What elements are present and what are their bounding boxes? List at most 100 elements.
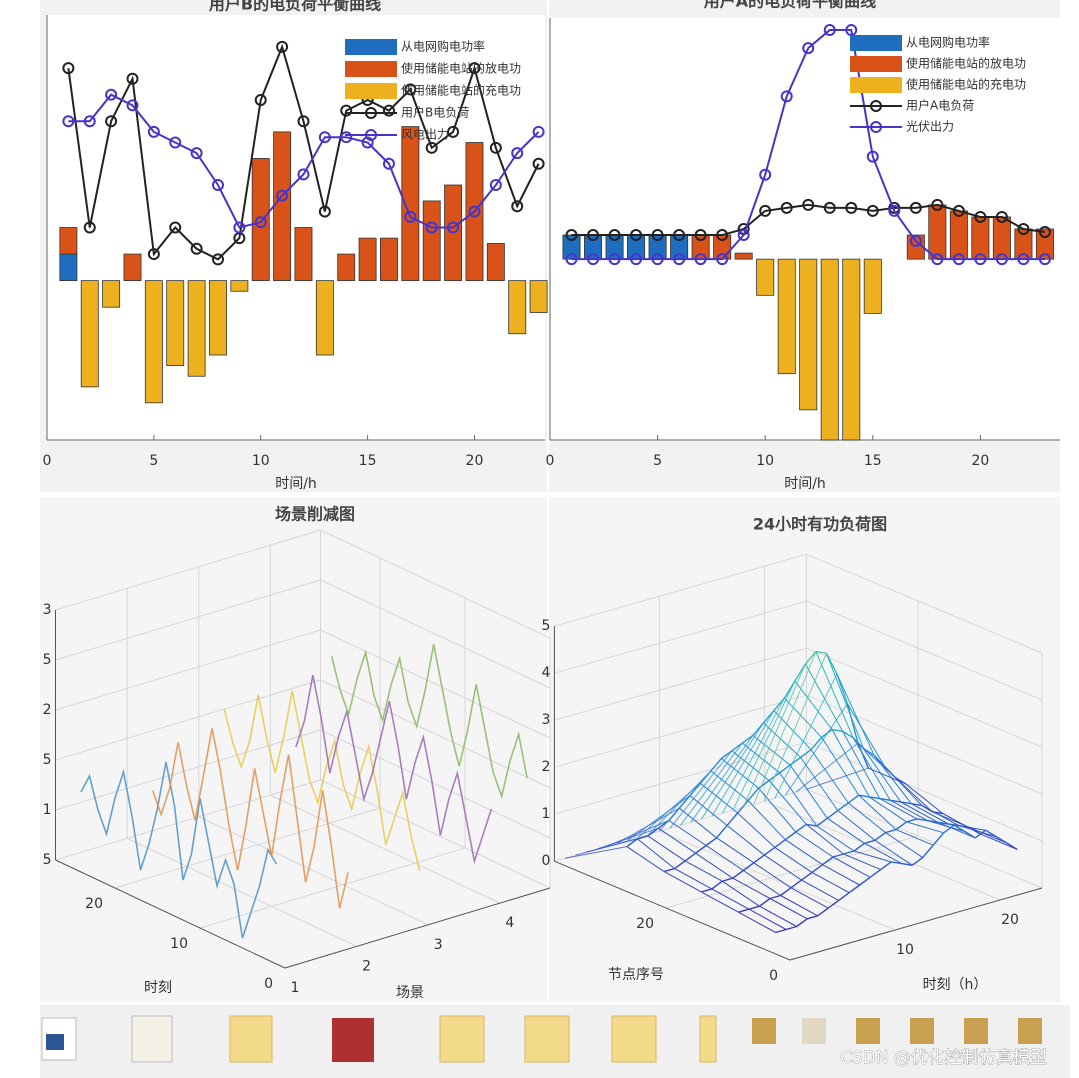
mesh-edge — [863, 748, 902, 803]
mesh-edge — [763, 722, 801, 758]
x-tick-label: 15 — [864, 453, 882, 469]
marker — [105, 88, 118, 101]
folder-icon[interactable] — [439, 1015, 485, 1063]
mesh-drape — [753, 651, 817, 805]
mesh-edge — [838, 892, 850, 901]
legend-label: 使用储能电站的放电功 — [906, 56, 1026, 71]
mesh-edge — [700, 782, 738, 814]
marker — [759, 168, 772, 181]
bar — [971, 216, 990, 260]
mesh-edge — [891, 861, 902, 865]
mesh-edge — [864, 842, 902, 865]
mesh-edge — [890, 799, 901, 803]
mesh-edge — [816, 825, 855, 852]
mesh-drape — [742, 663, 806, 808]
folder-icon[interactable] — [856, 1018, 880, 1044]
folder-icon[interactable] — [524, 1015, 570, 1063]
mesh-drape — [585, 835, 649, 853]
marker — [211, 253, 224, 266]
legend-swatch — [345, 83, 397, 99]
mesh-edge — [768, 780, 807, 825]
folder-icon[interactable] — [611, 1015, 657, 1063]
mesh-edge — [811, 871, 850, 894]
marker — [759, 204, 772, 217]
mesh-edge — [895, 821, 907, 831]
z-tick-label: 0 — [541, 853, 550, 869]
folder-icon[interactable] — [699, 1015, 717, 1063]
scenario-line — [223, 690, 421, 871]
mesh-edge — [807, 915, 818, 920]
folder-icon[interactable] — [964, 1018, 988, 1044]
marker — [587, 253, 600, 266]
mesh-edge — [684, 860, 723, 882]
mesh-edge — [810, 736, 823, 751]
mesh-edge — [906, 818, 918, 823]
mesh-edge — [753, 862, 792, 889]
marker — [147, 125, 160, 138]
folder-icon[interactable] — [752, 1018, 776, 1044]
mesh-edge — [663, 871, 702, 893]
mesh-edge — [858, 794, 870, 798]
mesh-edge — [668, 820, 707, 846]
marker — [909, 235, 922, 248]
legend-marker — [365, 129, 377, 141]
marker — [845, 201, 858, 214]
mesh-edge — [722, 877, 733, 882]
marker — [780, 201, 793, 214]
grid-line — [199, 847, 466, 929]
x-tick-label: 20 — [971, 453, 989, 469]
grid-line — [55, 579, 321, 661]
mesh-edge — [679, 807, 717, 839]
scenario-line — [295, 674, 493, 865]
marker — [254, 216, 267, 229]
mesh-edge — [911, 857, 924, 866]
archive-icon[interactable] — [332, 1018, 374, 1062]
folder-icon[interactable] — [910, 1018, 934, 1044]
legend-swatch — [850, 35, 902, 51]
file-icon[interactable] — [131, 1015, 173, 1063]
mesh-edge — [943, 824, 955, 834]
mesh-edge — [795, 831, 834, 858]
mesh-edge — [832, 853, 844, 858]
mesh-edge — [626, 846, 665, 873]
folder-icon[interactable] — [802, 1018, 826, 1044]
mesh-edge — [868, 767, 906, 785]
mesh-edge — [647, 827, 659, 837]
mesh-edge — [785, 839, 823, 866]
mesh-edge — [942, 813, 981, 835]
mesh-edge — [932, 832, 945, 846]
y-tick-label: 10 — [170, 936, 188, 952]
axis-line — [284, 887, 551, 969]
mesh-edge — [738, 911, 776, 933]
folder-icon[interactable] — [1018, 1018, 1042, 1044]
mesh-edge — [979, 833, 1018, 850]
marker — [340, 131, 353, 144]
mesh-edge — [869, 796, 907, 823]
legend-label: 风电出力 — [401, 128, 449, 142]
folder-icon[interactable] — [229, 1015, 273, 1063]
mesh-edge — [779, 772, 818, 827]
mesh-edge — [790, 879, 802, 889]
grid-line — [320, 629, 551, 739]
mesh-edge — [911, 803, 922, 807]
mesh-edge — [663, 867, 675, 873]
marker — [931, 198, 944, 211]
y-tick-label: 0 — [769, 968, 778, 984]
marker — [511, 200, 524, 213]
mesh-edge — [626, 838, 638, 848]
mesh-edge — [647, 835, 686, 862]
bar — [842, 258, 861, 441]
z-tick-label: 3 — [43, 602, 52, 618]
mesh-edge — [857, 742, 870, 769]
scenario-line — [330, 644, 528, 800]
x-tick-label: 10 — [756, 453, 774, 469]
mesh-edge — [774, 846, 813, 873]
grid-line — [320, 679, 551, 789]
marker — [1038, 226, 1051, 239]
grid-line — [126, 837, 357, 947]
mesh-edge — [658, 827, 696, 854]
mesh-edge — [701, 891, 739, 913]
legend-swatch — [850, 56, 902, 72]
mesh-edge — [747, 787, 760, 802]
